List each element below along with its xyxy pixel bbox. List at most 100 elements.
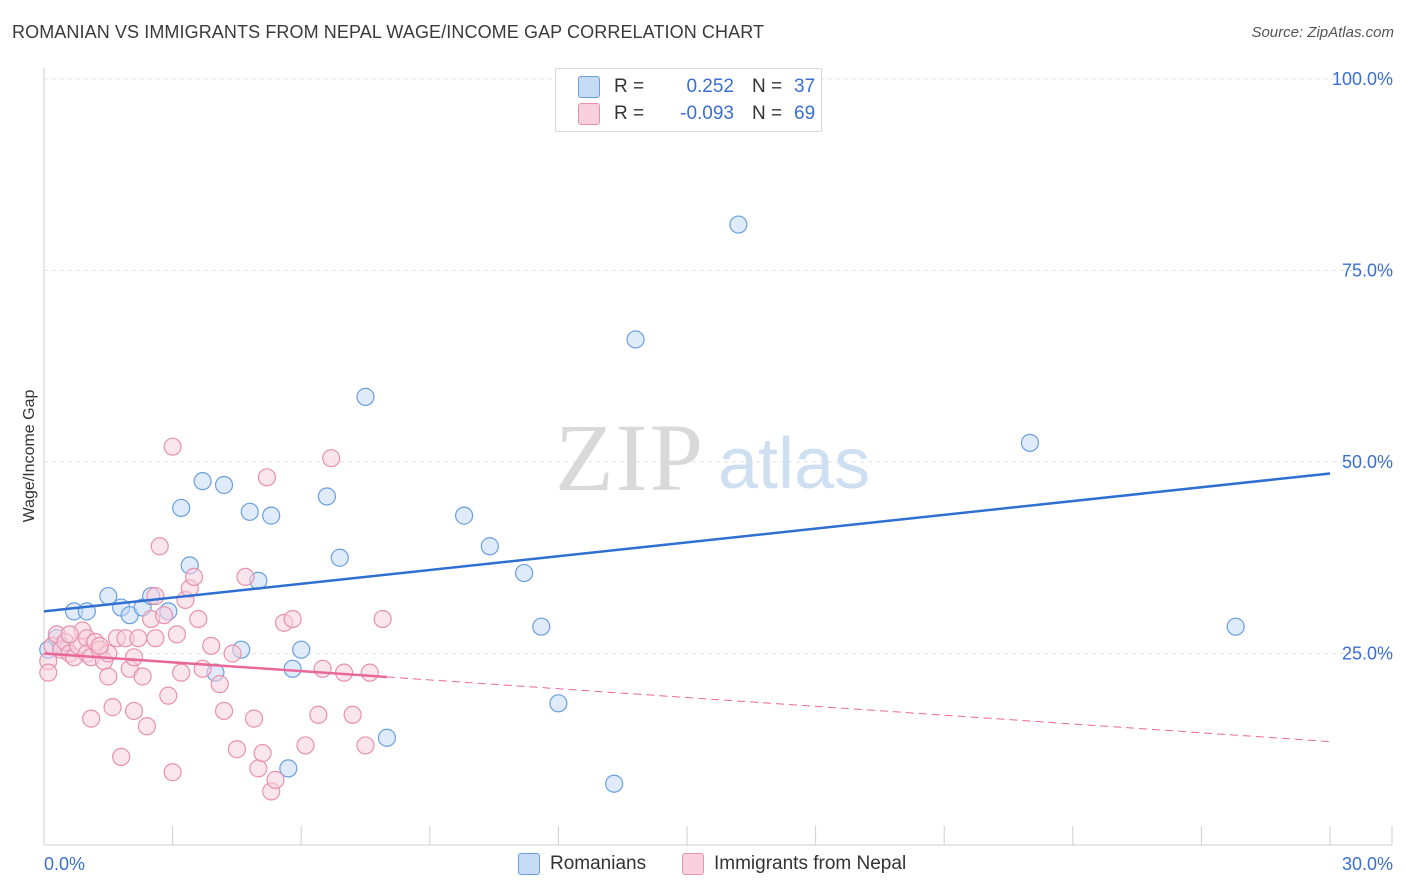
legend-row-romanians: R = 0.252 N = 37 (578, 74, 815, 100)
point-nepal (163, 763, 182, 782)
legend-n-value: 37 (794, 76, 816, 97)
x-tick-label: 0.0% (44, 854, 85, 874)
point-nepal (103, 698, 122, 717)
point-nepal (124, 701, 144, 721)
x-tick-label: 30.0% (1342, 854, 1393, 874)
point-nepal (124, 648, 144, 667)
point-nepal (82, 709, 101, 728)
legend-n-label: N = (752, 76, 783, 97)
watermark-zip: ZIP (555, 404, 705, 511)
point-nepal (189, 609, 208, 629)
correlation-legend: R = 0.252 N = 37 R = -0.093 N = 69 (555, 68, 822, 132)
point-romanians (172, 498, 191, 518)
point-nepal (184, 567, 204, 587)
point-nepal (360, 663, 379, 682)
trend-line-romanians (43, 472, 1331, 613)
point-romanians (193, 472, 212, 491)
tick-labels: 25.0% 50.0% 75.0% 100.0% 0.0% 30.0% (44, 69, 1393, 874)
point-nepal (223, 644, 242, 663)
point-nepal (296, 736, 315, 755)
point-nepal (210, 675, 229, 694)
point-nepal (112, 747, 131, 767)
point-nepal (60, 625, 79, 644)
point-nepal (154, 606, 174, 625)
y-tick-label: 100.0% (1332, 69, 1393, 89)
y-axis-label: Wage/Income Gap (21, 390, 38, 523)
bottom-legend-nepal: Immigrants from Nepal (682, 852, 906, 876)
point-nepal (163, 437, 182, 456)
point-nepal (129, 629, 148, 648)
point-nepal (159, 686, 178, 705)
point-romanians (283, 659, 302, 678)
legend-n-value: 69 (794, 103, 816, 124)
point-nepal (99, 667, 118, 686)
point-romanians (262, 506, 281, 525)
point-nepal (373, 609, 392, 629)
legend-row-nepal: R = -0.093 N = 69 (578, 101, 815, 127)
point-nepal (322, 449, 341, 468)
legend-swatch-nepal (578, 103, 600, 125)
legend-swatch-romanians (578, 76, 600, 98)
point-nepal (356, 736, 375, 755)
point-nepal (236, 567, 255, 587)
bottom-legend-label-romanians: Romanians (550, 853, 647, 874)
trend-lines (43, 472, 1331, 743)
point-nepal (137, 717, 156, 736)
point-nepal (202, 636, 221, 655)
point-romanians (240, 502, 259, 521)
point-romanians (330, 548, 349, 567)
point-nepal (146, 586, 165, 606)
point-romanians (292, 640, 311, 659)
point-nepal (309, 705, 328, 724)
point-nepal (172, 663, 191, 682)
point-romanians (356, 387, 375, 406)
point-romanians (454, 506, 474, 525)
point-romanians (1020, 433, 1040, 452)
legend-r-value: -0.093 (680, 103, 734, 124)
watermark-atlas: atlas (718, 424, 870, 504)
point-romanians (377, 728, 397, 747)
point-nepal (313, 659, 332, 678)
bottom-legend-romanians: Romanians (518, 852, 646, 876)
point-nepal (150, 537, 169, 556)
legend-r-label: R = (614, 76, 645, 97)
point-nepal (249, 759, 268, 778)
bottom-legend-swatch-romanians (518, 853, 540, 875)
point-romanians (480, 537, 499, 556)
point-nepal (167, 625, 186, 644)
point-nepal (257, 468, 277, 487)
point-romanians (532, 617, 551, 636)
y-tick-label: 25.0% (1342, 644, 1393, 664)
legend-r-value: 0.252 (686, 76, 734, 97)
point-romanians (729, 215, 748, 234)
chart-title: ROMANIAN VS IMMIGRANTS FROM NEPAL WAGE/I… (12, 22, 765, 42)
source-label: Source: ZipAtlas.com (1251, 24, 1394, 41)
point-nepal (39, 663, 58, 682)
legend-n-label: N = (752, 103, 783, 124)
point-nepal (90, 636, 109, 655)
gridlines (44, 78, 1392, 654)
point-romanians (279, 759, 298, 778)
y-tick-label: 50.0% (1342, 452, 1393, 472)
point-nepal (214, 701, 234, 721)
point-romanians (317, 487, 337, 506)
watermark: ZIP atlas (555, 404, 870, 511)
point-nepal (253, 743, 272, 763)
point-romanians (549, 694, 568, 713)
point-nepal (227, 740, 246, 759)
point-romanians (605, 774, 624, 793)
bottom-legend-label-nepal: Immigrants from Nepal (714, 853, 907, 874)
bottom-legend-swatch-nepal (682, 853, 704, 875)
legend-r-label: R = (614, 103, 645, 124)
trend-line-nepal (43, 652, 388, 679)
point-nepal (343, 705, 362, 724)
point-nepal (283, 609, 302, 629)
point-romanians (626, 330, 645, 349)
point-romanians (214, 475, 234, 495)
trend-line-nepal-extension (386, 676, 1331, 743)
point-romanians (1226, 617, 1245, 636)
point-romanians (515, 563, 534, 583)
point-nepal (146, 629, 165, 648)
axes (43, 68, 1393, 846)
